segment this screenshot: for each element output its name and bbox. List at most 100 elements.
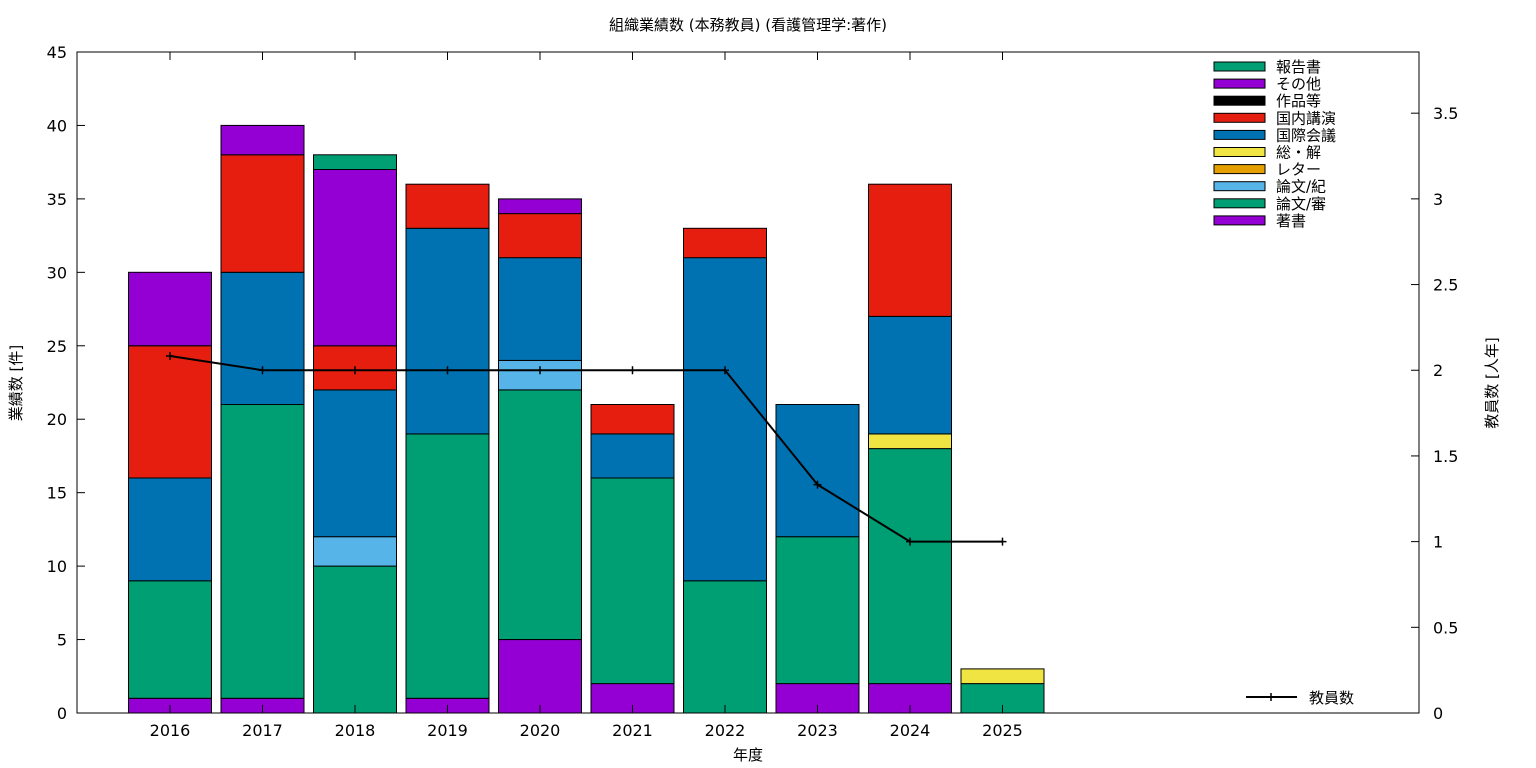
legend-line-label: 教員数 bbox=[1309, 689, 1354, 707]
x-tick-label-2023: 2023 bbox=[797, 721, 838, 740]
bars-layer bbox=[128, 124, 1045, 714]
y2-axis-label: 教員数 [人年] bbox=[1483, 337, 1501, 428]
y2-tick-label-1: 1 bbox=[1433, 533, 1443, 552]
x-tick-label-2022: 2022 bbox=[705, 721, 746, 740]
x-tick-label-2025: 2025 bbox=[982, 721, 1023, 740]
bar-segment-2018-s6 bbox=[313, 345, 397, 391]
legend-swatch-9 bbox=[1213, 215, 1266, 226]
legend-swatch-4 bbox=[1213, 129, 1266, 140]
legend-label-4: 国際会議 bbox=[1276, 126, 1336, 144]
bar-segment-2020-s0 bbox=[498, 639, 582, 714]
bar-segment-2021-s5 bbox=[590, 433, 675, 479]
bar-segment-2024-s6 bbox=[868, 183, 952, 317]
y2-tick-label-3: 3 bbox=[1433, 190, 1443, 209]
plot-frame bbox=[76, 51, 1420, 714]
line-series-faculty bbox=[169, 355, 1003, 543]
bar-segment-2017-s8 bbox=[220, 124, 305, 156]
line-point-2023 bbox=[813, 480, 822, 489]
bar-segment-2016-s8 bbox=[128, 271, 212, 347]
bar-segment-2019-s6 bbox=[405, 183, 490, 229]
bar-segment-2022-s1 bbox=[683, 580, 767, 714]
bar-segment-2021-s1 bbox=[590, 477, 675, 685]
y-tick-label-0: 0 bbox=[57, 704, 67, 723]
y-tick-label-30: 30 bbox=[47, 263, 67, 282]
bar-segment-2024-s1 bbox=[868, 448, 952, 685]
x-tick-label-2020: 2020 bbox=[520, 721, 561, 740]
legend-swatch-7 bbox=[1213, 181, 1266, 192]
y-axis-label: 業績数 [件] bbox=[7, 345, 25, 421]
bar-segment-2018-s2 bbox=[313, 536, 397, 567]
x-tick-label-2018: 2018 bbox=[335, 721, 376, 740]
bar-segment-2022-s6 bbox=[683, 227, 767, 259]
line-point-2018 bbox=[351, 366, 359, 375]
legend-label-8: 論文/審 bbox=[1276, 195, 1326, 213]
bar-segment-2017-s1 bbox=[220, 404, 305, 699]
line-point-2022 bbox=[721, 366, 729, 375]
y2-tick-label-2: 2 bbox=[1433, 361, 1443, 380]
y-tick-label-5: 5 bbox=[57, 631, 67, 650]
line-point-2016 bbox=[166, 352, 174, 360]
line-layer bbox=[166, 352, 1007, 546]
legend-label-5: 総・解 bbox=[1276, 144, 1321, 162]
line-point-2021 bbox=[628, 366, 637, 375]
y2-tick-label-2-5: 2.5 bbox=[1433, 276, 1458, 295]
legend-label-9: 著書 bbox=[1276, 212, 1306, 230]
y-tick-label-20: 20 bbox=[47, 410, 67, 429]
legend-label-6: レター bbox=[1276, 161, 1321, 179]
line-point-2024 bbox=[906, 537, 914, 546]
y-tick-label-10: 10 bbox=[47, 557, 67, 576]
x-tick-label-2024: 2024 bbox=[890, 721, 931, 740]
bar-segment-2020-s6 bbox=[498, 213, 582, 259]
bar-segment-2024-s5 bbox=[868, 315, 952, 435]
x-tick-label-2016: 2016 bbox=[150, 721, 191, 740]
bar-segment-2016-s1 bbox=[128, 580, 212, 699]
line-point-2017 bbox=[258, 366, 267, 375]
line-point-2020 bbox=[536, 366, 544, 375]
bar-segment-2016-s5 bbox=[128, 477, 212, 582]
line-point-2025 bbox=[998, 537, 1007, 546]
bar-segment-2024-s4 bbox=[868, 433, 952, 450]
legend-label-7: 論文/紀 bbox=[1276, 178, 1326, 196]
x-tick-label-2021: 2021 bbox=[612, 721, 653, 740]
bar-segment-2020-s2 bbox=[498, 360, 582, 391]
legend-swatch-2 bbox=[1213, 95, 1266, 106]
line-point-2019 bbox=[443, 366, 452, 375]
x-axis-label: 年度 bbox=[733, 746, 763, 764]
bar-segment-2018-s1 bbox=[313, 565, 397, 714]
legend-swatch-8 bbox=[1213, 198, 1266, 209]
y2-tick-label-3-5: 3.5 bbox=[1433, 104, 1458, 123]
legend-label-3: 国内講演 bbox=[1276, 109, 1336, 127]
bar-segment-2019-s1 bbox=[405, 433, 490, 699]
chart-title: 組織業績数 (本務教員) (看護管理学:著作) bbox=[609, 16, 887, 34]
legend-swatch-5 bbox=[1213, 147, 1266, 157]
bar-segment-2021-s6 bbox=[590, 404, 675, 435]
legend-swatch-0 bbox=[1213, 61, 1266, 72]
legend-swatch-6 bbox=[1213, 164, 1266, 175]
legend-label-2: 作品等 bbox=[1276, 92, 1321, 110]
y-tick-label-15: 15 bbox=[47, 484, 67, 503]
bar-segment-2020-s1 bbox=[498, 389, 582, 640]
bar-segment-2025-s4 bbox=[960, 668, 1045, 685]
bar-segment-2017-s6 bbox=[220, 154, 305, 273]
bar-segment-2020-s8 bbox=[498, 198, 582, 215]
y-tick-label-35: 35 bbox=[47, 190, 67, 209]
bar-segment-2023-s5 bbox=[775, 404, 860, 538]
bar-segment-2016-s6 bbox=[128, 345, 212, 479]
bar-segment-2017-s5 bbox=[220, 271, 305, 405]
y-tick-label-45: 45 bbox=[47, 43, 67, 62]
bar-segment-2020-s5 bbox=[498, 257, 582, 361]
legend-label-0: 報告書 bbox=[1276, 58, 1321, 76]
legend-label-1: その他 bbox=[1276, 75, 1321, 93]
y2-tick-label-1-5: 1.5 bbox=[1433, 447, 1458, 466]
x-tick-label-2017: 2017 bbox=[242, 721, 283, 740]
y2-tick-label-0: 0 bbox=[1433, 704, 1443, 723]
legend-swatch-3 bbox=[1213, 112, 1266, 123]
legend-swatch-1 bbox=[1213, 78, 1266, 89]
bar-segment-2023-s1 bbox=[775, 536, 860, 685]
y-tick-label-40: 40 bbox=[47, 116, 67, 135]
bar-segment-2018-s8 bbox=[313, 169, 397, 347]
y-tick-label-25: 25 bbox=[47, 337, 67, 356]
